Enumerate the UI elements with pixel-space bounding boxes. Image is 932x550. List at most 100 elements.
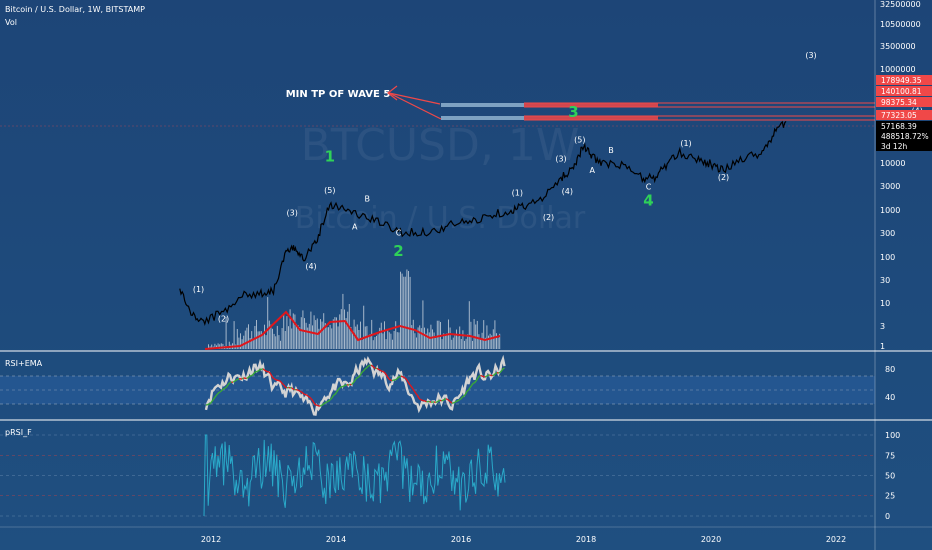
prsi-tick-label: 25: [885, 492, 895, 501]
ema-segment: [279, 380, 282, 383]
volume-bar: [252, 340, 254, 349]
volume-bar: [304, 318, 305, 349]
ema-segment: [418, 397, 422, 401]
ema-segment: [459, 398, 462, 401]
watermark-symbol: BTCUSD, 1W: [301, 120, 580, 171]
ema-segment: [444, 398, 447, 401]
price-badge: [876, 141, 932, 151]
ema-segment: [311, 399, 315, 404]
ema-segment: [478, 374, 481, 377]
volume-bar: [372, 340, 374, 349]
price-tick-label: 3000: [880, 182, 900, 191]
ema-segment: [226, 383, 230, 387]
price-tick-label: 10000: [880, 159, 905, 168]
volume-bar: [305, 322, 307, 349]
volume-bar: [350, 327, 352, 349]
volume-bar: [363, 305, 365, 349]
pane-backgrounds: [0, 350, 932, 528]
volume-bar: [443, 333, 445, 349]
volume-label: Vol: [5, 18, 17, 27]
ema-segment: [247, 375, 250, 379]
volume-bar: [225, 316, 227, 349]
wave-sublabel: (3): [287, 208, 298, 217]
ema-segment: [376, 367, 379, 370]
volume-bar: [249, 338, 251, 349]
ema-segment: [324, 401, 327, 404]
arrow-line: [388, 92, 442, 120]
rsi-tick-label: 40: [885, 393, 895, 402]
volume-bar: [296, 323, 297, 349]
ema-segment: [429, 400, 432, 403]
wave-number: 1: [325, 147, 335, 165]
ema-segment: [390, 379, 393, 382]
ema-segment: [355, 377, 358, 380]
volume-bar: [488, 335, 489, 349]
volume-bar: [452, 337, 454, 349]
arrow-head: [387, 85, 398, 101]
wave-number: 2: [393, 242, 403, 260]
ema-segment: [445, 398, 448, 401]
volume-bar: [491, 335, 493, 349]
ema-segment: [500, 368, 504, 372]
price-badge-label: 57168.39: [881, 122, 917, 131]
ema-segment: [448, 399, 451, 403]
ema-segment: [391, 379, 394, 382]
volume-bar: [484, 337, 486, 349]
price-tick-label: 3500000: [880, 42, 916, 51]
price-tick-label: 100: [880, 253, 895, 262]
volume-bar: [286, 316, 288, 349]
ema-segment: [321, 403, 324, 407]
volume-bar: [408, 271, 409, 349]
volume-bar: [228, 341, 230, 349]
ema-segment: [237, 378, 240, 381]
volume-bar: [267, 297, 269, 349]
ema-segment: [271, 375, 275, 379]
volume-bar: [297, 325, 299, 349]
price-tick-label: 1: [880, 342, 885, 351]
volume-bar: [438, 320, 440, 349]
volume-bar: [396, 332, 398, 349]
ema-segment: [331, 394, 335, 399]
ema-segment: [329, 397, 333, 400]
volume-bar: [406, 269, 408, 349]
price-badge-label: 140100.81: [881, 87, 922, 96]
volume-bar: [424, 327, 425, 349]
price-tick-label: 32500000: [880, 0, 921, 9]
ema-segment: [367, 364, 370, 367]
ema-segment: [412, 388, 416, 392]
ema-segment: [313, 402, 317, 406]
ema-segment: [268, 371, 272, 375]
ema-segment: [208, 402, 211, 405]
volume-bar: [368, 336, 369, 349]
ema-segment: [282, 383, 285, 386]
target-zone-red: [524, 116, 658, 120]
ema-segment: [241, 377, 244, 380]
ema-segment: [472, 382, 475, 385]
volume-bar: [243, 335, 245, 349]
ema-segment: [301, 391, 304, 395]
wave-sublabel: (2): [218, 315, 229, 324]
ema-segment: [473, 380, 477, 384]
volume-bar: [300, 317, 302, 349]
ema-segment: [215, 392, 219, 396]
volume-bar: [454, 334, 456, 349]
ema-segment: [386, 376, 390, 380]
volume-bar: [219, 344, 221, 349]
ema-segment: [292, 388, 295, 391]
ema-segment: [383, 371, 387, 375]
ema-segment: [476, 375, 480, 380]
volume-bar: [321, 321, 323, 349]
ema-segment: [217, 391, 220, 394]
wave-sublabel: (4): [305, 262, 316, 271]
rsi-line: [204, 354, 506, 416]
volume-bar: [384, 321, 385, 349]
rsi-pane: 80 40: [0, 354, 895, 416]
volume-bar: [403, 276, 405, 349]
volume-bar: [379, 327, 381, 349]
volume-bar: [344, 309, 345, 349]
price-line: [179, 120, 787, 326]
time-tick-label: 2016: [451, 535, 471, 544]
price-badge-label: 77323.05: [881, 111, 917, 120]
volume-bar: [288, 326, 289, 349]
target-zone-red: [524, 103, 658, 107]
